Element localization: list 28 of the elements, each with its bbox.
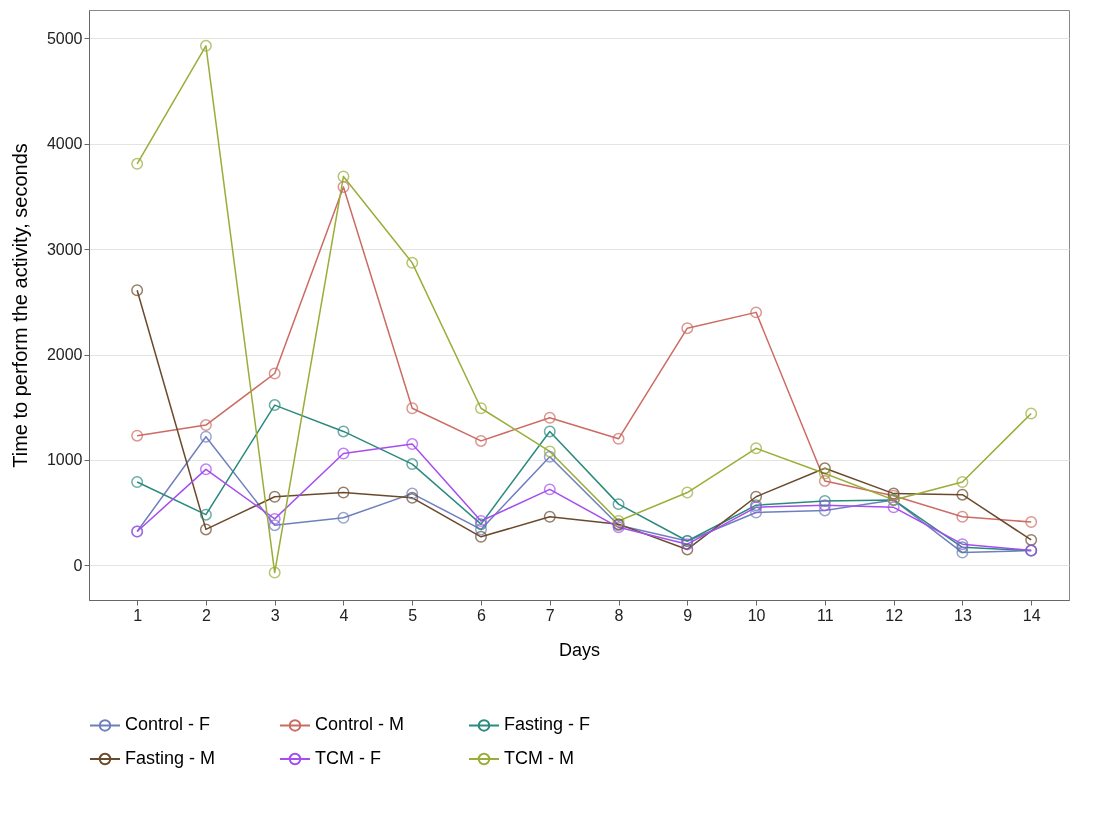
y-tick-label: 0 (73, 556, 83, 574)
legend-label: TCM - M (504, 748, 574, 768)
x-tick-label: 6 (477, 606, 487, 624)
legend-label: Control - M (315, 714, 405, 735)
y-tick-label: 4000 (46, 135, 83, 153)
x-tick-label: 10 (747, 606, 766, 624)
x-tick-label: 3 (270, 606, 280, 624)
x-tick-label: 7 (545, 606, 555, 624)
x-tick-label: 1 (133, 606, 143, 624)
y-tick-label: 1000 (46, 451, 83, 469)
y-tick-label: 3000 (46, 240, 83, 258)
x-tick-label: 4 (339, 606, 349, 624)
y-axis-title: Time to perform the activity, seconds (8, 143, 31, 468)
legend-label: Fasting - F (504, 714, 591, 735)
x-tick-label: 14 (1022, 606, 1041, 624)
x-tick-label: 2 (201, 606, 211, 624)
y-tick-label: 5000 (46, 29, 83, 47)
x-tick-label: 8 (614, 606, 624, 624)
legend-label: Control - F (125, 714, 211, 735)
x-tick-label: 12 (885, 606, 904, 624)
x-tick-label: 11 (817, 606, 834, 624)
x-tick-label: 5 (408, 606, 418, 624)
x-tick-label: 9 (683, 606, 693, 624)
legend-label: Fasting - M (125, 748, 216, 768)
x-axis-title: Days (558, 639, 601, 660)
x-tick-label: 13 (954, 606, 972, 624)
y-tick-label: 2000 (46, 346, 83, 364)
legend-label: TCM - F (315, 748, 381, 768)
